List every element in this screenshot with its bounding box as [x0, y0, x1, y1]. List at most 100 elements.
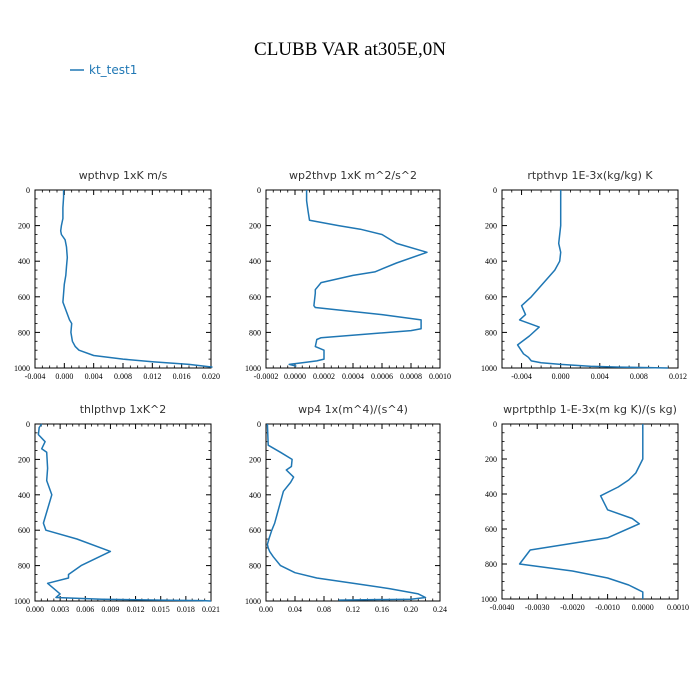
- chart-panel: wprtpthlp 1-E-3x(m kg K)/(s kg) 0 200 400 60…: [481, 403, 689, 612]
- y-tick-label: 1000: [245, 597, 261, 606]
- x-tick-label: 0.12: [346, 605, 360, 614]
- y-tick-label: 800: [485, 560, 497, 569]
- y-tick-label: 400: [249, 491, 261, 500]
- y-tick-label: 0: [493, 186, 497, 195]
- y-tick-label: 200: [18, 222, 30, 231]
- y-tick-label: 600: [485, 525, 497, 534]
- chart-panel: wp2thvp 1xK m^2/s^2 0 200 400 600 800 1000-0.0…: [245, 169, 451, 381]
- x-tick-label: 0.012: [669, 372, 687, 381]
- legend-label: kt_test1: [89, 63, 137, 77]
- y-tick-label: 600: [249, 526, 261, 535]
- plot-frame: [501, 189, 679, 369]
- y-tick-label: 0: [26, 186, 30, 195]
- x-tick-label: 0.0010: [429, 372, 451, 381]
- panel-title: wp4 1x(m^4)/(s^4): [298, 403, 408, 416]
- y-tick-label: 0: [257, 186, 261, 195]
- panel-title: wpthvp 1xK m/s: [79, 169, 168, 182]
- y-tick-label: 400: [18, 491, 30, 500]
- x-tick-label: 0.0006: [371, 372, 393, 381]
- x-tick-label: 0.000: [552, 372, 570, 381]
- x-tick-label: 0.00: [259, 605, 273, 614]
- x-tick-label: 0.016: [173, 372, 191, 381]
- x-tick-label: 0.000: [26, 605, 44, 614]
- plot-frame: [34, 423, 212, 602]
- x-tick-label: 0.006: [76, 605, 94, 614]
- series-line: [288, 190, 428, 367]
- y-tick-label: 600: [485, 293, 497, 302]
- y-tick-label: 600: [18, 293, 30, 302]
- plot-frame: [34, 189, 212, 369]
- y-tick-label: 200: [485, 222, 497, 231]
- plot-frame: [265, 423, 441, 602]
- chart-panel: wpthvp 1xK m/s 0 200 400 600 800 1000-0.004 0.0…: [14, 169, 220, 381]
- x-tick-label: 0.018: [177, 605, 195, 614]
- y-tick-label: 400: [485, 257, 497, 266]
- y-tick-label: 800: [249, 562, 261, 571]
- x-tick-label: -0.004: [25, 372, 46, 381]
- y-tick-label: 0: [26, 420, 30, 429]
- y-tick-label: 800: [249, 328, 261, 337]
- panel-title: rtpthvp 1E-3x(kg/kg) K: [527, 169, 653, 182]
- x-tick-label: 0.08: [317, 605, 331, 614]
- panel-title: wp2thvp 1xK m^2/s^2: [289, 169, 417, 182]
- series-line: [518, 424, 644, 599]
- x-tick-label: -0.0010: [595, 603, 620, 612]
- y-tick-label: 200: [249, 455, 261, 464]
- x-tick-label: 0.003: [51, 605, 69, 614]
- y-tick-label: 0: [257, 420, 261, 429]
- y-tick-label: 800: [18, 328, 30, 337]
- x-tick-label: 0.015: [152, 605, 170, 614]
- x-tick-label: 0.008: [630, 372, 648, 381]
- plot-frame: [265, 189, 441, 369]
- y-tick-label: 1000: [481, 364, 497, 373]
- x-tick-label: 0.0002: [313, 372, 335, 381]
- y-tick-label: 800: [18, 562, 30, 571]
- panel-title: wprtpthlp 1-E-3x(m kg K)/(s kg): [503, 403, 677, 416]
- x-tick-label: 0.009: [101, 605, 119, 614]
- figure-legend: kt_test1: [70, 63, 137, 77]
- figure-title: CLUBB VAR at305E,0N: [254, 39, 446, 60]
- y-tick-label: 1000: [245, 364, 261, 373]
- y-tick-label: 1000: [14, 364, 30, 373]
- x-tick-label: 0.20: [404, 605, 418, 614]
- y-tick-label: 200: [249, 222, 261, 231]
- y-tick-label: 1000: [481, 595, 497, 604]
- x-tick-label: 0.020: [202, 372, 220, 381]
- x-tick-label: 0.0010: [667, 603, 689, 612]
- x-tick-label: 0.0000: [284, 372, 306, 381]
- x-tick-label: 0.008: [114, 372, 132, 381]
- x-tick-label: -0.0020: [560, 603, 585, 612]
- y-tick-label: 1000: [14, 597, 30, 606]
- y-tick-label: 600: [249, 293, 261, 302]
- x-tick-label: 0.021: [202, 605, 220, 614]
- x-tick-label: 0.04: [288, 605, 302, 614]
- plot-frame: [501, 423, 679, 600]
- x-tick-label: -0.0030: [525, 603, 550, 612]
- x-tick-label: 0.0000: [632, 603, 654, 612]
- x-tick-label: 0.004: [85, 372, 103, 381]
- y-tick-label: 200: [485, 455, 497, 464]
- x-tick-label: 0.000: [55, 372, 73, 381]
- y-tick-label: 0: [493, 420, 497, 429]
- x-tick-label: -0.004: [511, 372, 532, 381]
- panel-title: thlpthvp 1xK^2: [80, 403, 167, 416]
- y-tick-label: 400: [249, 257, 261, 266]
- x-tick-label: 0.004: [591, 372, 609, 381]
- series-line: [59, 190, 213, 368]
- y-tick-label: 200: [18, 455, 30, 464]
- series-line: [516, 190, 669, 369]
- x-tick-label: -0.0040: [490, 603, 515, 612]
- y-tick-label: 400: [485, 490, 497, 499]
- x-tick-label: 0.16: [375, 605, 389, 614]
- x-tick-label: 0.012: [127, 605, 145, 614]
- chart-panel: rtpthvp 1E-3x(kg/kg) K 0 200 400 600 800 1000 -…: [481, 169, 687, 381]
- series-line: [266, 423, 427, 601]
- x-tick-label: -0.0002: [254, 372, 279, 381]
- x-tick-label: 0.24: [433, 605, 447, 614]
- x-tick-label: 0.012: [143, 372, 161, 381]
- y-tick-label: 600: [18, 526, 30, 535]
- y-tick-label: 800: [485, 328, 497, 337]
